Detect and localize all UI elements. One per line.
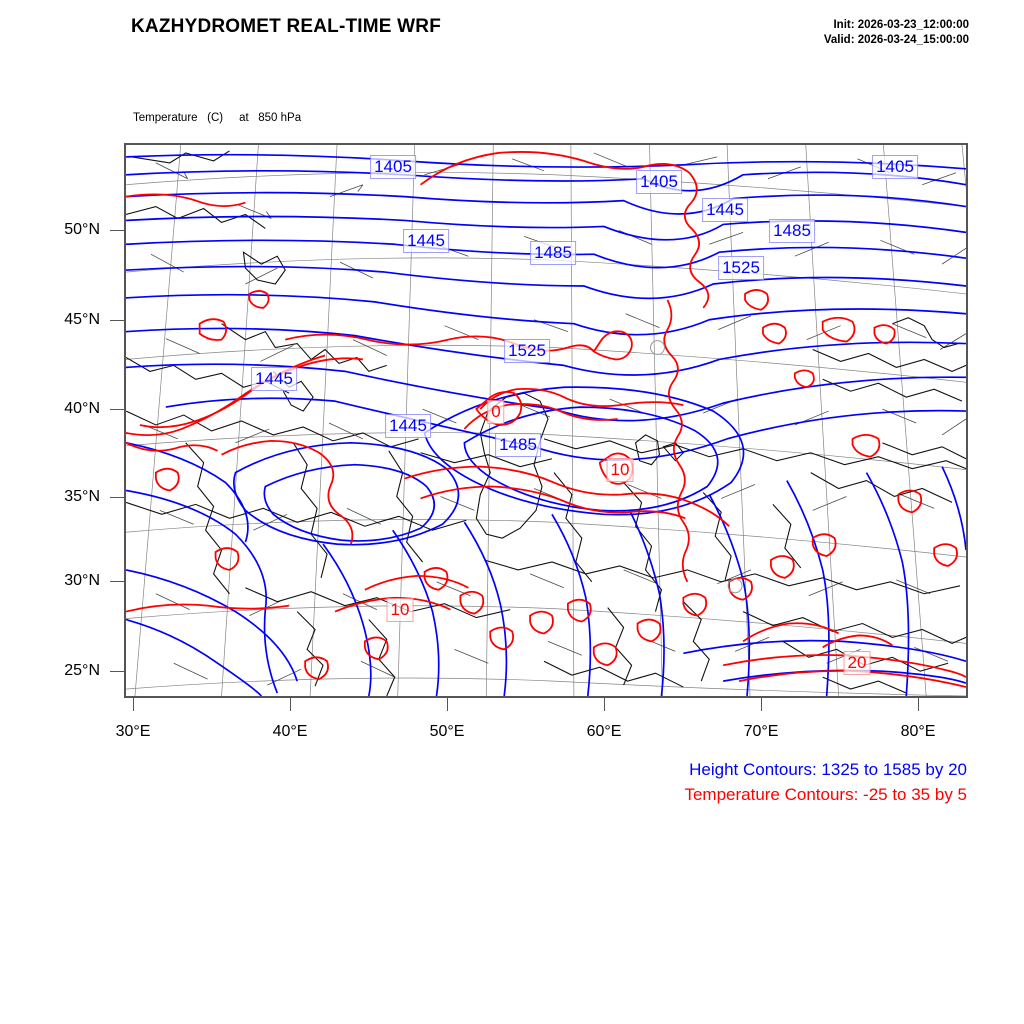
longitude-tick-label: 80°E	[900, 723, 936, 740]
field-line-temperature: Temperature (C) at 850 hPa	[133, 112, 302, 124]
run-timestamps: Init: 2026-03-23_12:00:00 Valid: 2026-03…	[824, 18, 969, 48]
longitude-tick-label: 60°E	[586, 723, 622, 740]
latitude-tick	[110, 671, 124, 672]
longitude-tick	[447, 698, 448, 711]
legend-height-contours: Height Contours: 1325 to 1585 by 20	[689, 760, 967, 779]
latitude-tick-label: 25°N	[64, 662, 100, 679]
legend-temperature-contours: Temperature Contours: -25 to 35 by 5	[684, 785, 967, 804]
longitude-tick	[604, 698, 605, 711]
latitude-tick-label: 40°N	[64, 400, 100, 417]
longitude-tick	[133, 698, 134, 711]
latitude-tick-label: 35°N	[64, 488, 100, 505]
wind-barb-layer	[143, 152, 966, 686]
latitude-tick-label: 30°N	[64, 572, 100, 589]
temperature-contour-layer	[126, 151, 966, 688]
coastline-layer	[126, 150, 966, 696]
map-marker-layer	[650, 340, 743, 594]
longitude-tick	[290, 698, 291, 711]
longitude-tick-label: 70°E	[743, 723, 779, 740]
valid-timestamp: Valid: 2026-03-24_15:00:00	[823, 34, 969, 46]
latitude-tick	[110, 230, 124, 231]
page-title: KAZHYDROMET REAL-TIME WRF	[131, 16, 442, 37]
latitude-tick-label: 50°N	[64, 221, 100, 238]
map-canvas	[126, 145, 966, 696]
longitude-tick-label: 30°E	[115, 723, 151, 740]
longitude-tick	[761, 698, 762, 711]
latitude-tick	[110, 320, 124, 321]
contour-legend: Height Contours: 1325 to 1585 by 20 Temp…	[684, 757, 967, 807]
latitude-tick	[110, 497, 124, 498]
graticule-layer	[126, 145, 966, 696]
latitude-tick	[110, 409, 124, 410]
latitude-tick-label: 45°N	[64, 311, 100, 328]
longitude-tick-label: 50°E	[429, 723, 465, 740]
longitude-tick-label: 40°E	[272, 723, 308, 740]
init-timestamp: Init: 2026-03-23_12:00:00	[833, 19, 969, 31]
latitude-tick	[110, 581, 124, 582]
longitude-tick	[918, 698, 919, 711]
map-plot-area[interactable]: 1405 1405 1405 1445 1445 1445 1445 1485 1485 1485…	[124, 143, 968, 698]
